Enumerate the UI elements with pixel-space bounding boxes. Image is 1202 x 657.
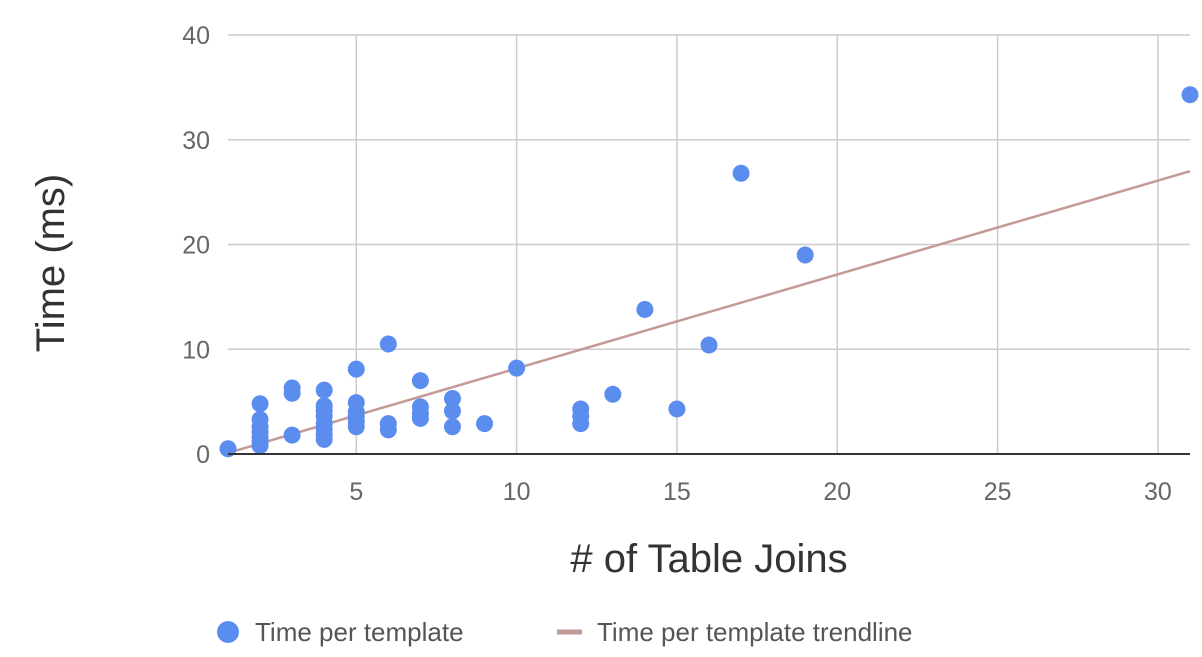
data-point bbox=[347, 394, 365, 412]
data-point bbox=[251, 395, 269, 413]
data-point bbox=[443, 402, 461, 420]
x-axis-title: # of Table Joins bbox=[570, 537, 847, 581]
legend-label-time-per-template: Time per template bbox=[255, 617, 464, 647]
trendline bbox=[227, 169, 1191, 455]
data-point bbox=[283, 379, 301, 397]
x-tick-label-5: 5 bbox=[349, 478, 363, 506]
y-tick-label-0: 0 bbox=[196, 441, 210, 469]
data-point bbox=[411, 398, 429, 416]
x-tick-label-20: 20 bbox=[823, 478, 851, 506]
y-tick-label-40: 40 bbox=[182, 22, 210, 50]
data-point bbox=[379, 335, 397, 353]
legend-label-trendline: Time per template trendline bbox=[597, 617, 913, 647]
legend: Time per template Time per template tren… bbox=[217, 617, 913, 647]
grid-lines bbox=[228, 34, 1190, 454]
data-point bbox=[251, 410, 269, 428]
legend-item-time-per-template[interactable]: Time per template bbox=[217, 617, 464, 647]
data-point bbox=[283, 426, 301, 444]
data-point bbox=[476, 415, 494, 433]
x-axis-tick-labels: 5 10 15 20 25 30 bbox=[349, 478, 1172, 506]
data-point bbox=[347, 360, 365, 378]
legend-marker-circle bbox=[217, 621, 239, 643]
x-tick-label-25: 25 bbox=[984, 478, 1012, 506]
y-axis-title: Time (ms) bbox=[29, 174, 73, 352]
data-point bbox=[732, 164, 750, 182]
legend-item-trendline[interactable]: Time per template trendline bbox=[557, 617, 913, 647]
data-point bbox=[796, 246, 814, 264]
data-point bbox=[1181, 86, 1199, 104]
x-tick-label-30: 30 bbox=[1144, 478, 1172, 506]
data-point bbox=[604, 385, 622, 403]
data-point bbox=[443, 418, 461, 436]
y-tick-label-20: 20 bbox=[182, 232, 210, 260]
y-axis-tick-labels: 0 10 20 30 40 bbox=[182, 22, 210, 469]
x-tick-label-15: 15 bbox=[663, 478, 691, 506]
data-point bbox=[508, 359, 526, 377]
x-tick-label-10: 10 bbox=[503, 478, 531, 506]
y-tick-label-30: 30 bbox=[182, 127, 210, 155]
data-points-layer bbox=[219, 86, 1199, 458]
data-point bbox=[668, 400, 686, 418]
data-point bbox=[411, 372, 429, 390]
data-point bbox=[315, 397, 333, 415]
data-point bbox=[443, 389, 461, 407]
trendline-layer bbox=[227, 169, 1191, 455]
y-tick-label-10: 10 bbox=[182, 336, 210, 364]
data-point bbox=[636, 300, 654, 318]
data-point bbox=[379, 415, 397, 433]
data-point bbox=[700, 336, 718, 354]
data-point bbox=[315, 381, 333, 399]
data-point bbox=[572, 400, 590, 418]
